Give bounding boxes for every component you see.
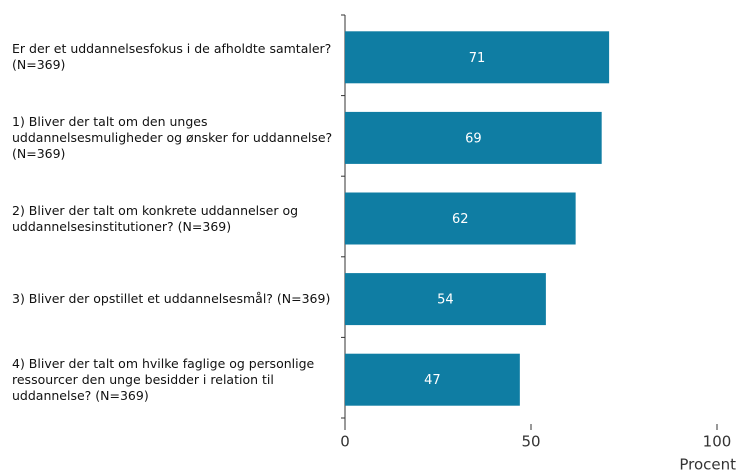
category-label: Er der et uddannelsesfokus i de afholdte… xyxy=(12,41,332,73)
value-label: 62 xyxy=(452,212,469,227)
bar xyxy=(345,273,546,326)
x-tick-label: 100 xyxy=(703,433,732,451)
x-tick-label: 0 xyxy=(340,433,350,451)
bar xyxy=(345,111,602,164)
category-label: 1) Bliver der talt om den unges uddannel… xyxy=(12,113,333,161)
category-label: 2) Bliver der talt om konkrete uddannels… xyxy=(12,202,299,234)
value-label: 47 xyxy=(424,373,441,388)
x-axis-label: Procent xyxy=(679,456,736,473)
value-label: 71 xyxy=(469,51,486,66)
category-label: 3) Bliver der opstillet et uddannelsesmå… xyxy=(12,291,331,307)
bar xyxy=(345,353,520,406)
value-label: 69 xyxy=(465,131,482,146)
bar xyxy=(345,192,576,245)
category-label: 4) Bliver der talt om hvilke faglige og … xyxy=(12,355,315,403)
value-label: 54 xyxy=(437,293,454,308)
x-tick-label: 50 xyxy=(521,433,540,451)
bar xyxy=(345,31,610,84)
